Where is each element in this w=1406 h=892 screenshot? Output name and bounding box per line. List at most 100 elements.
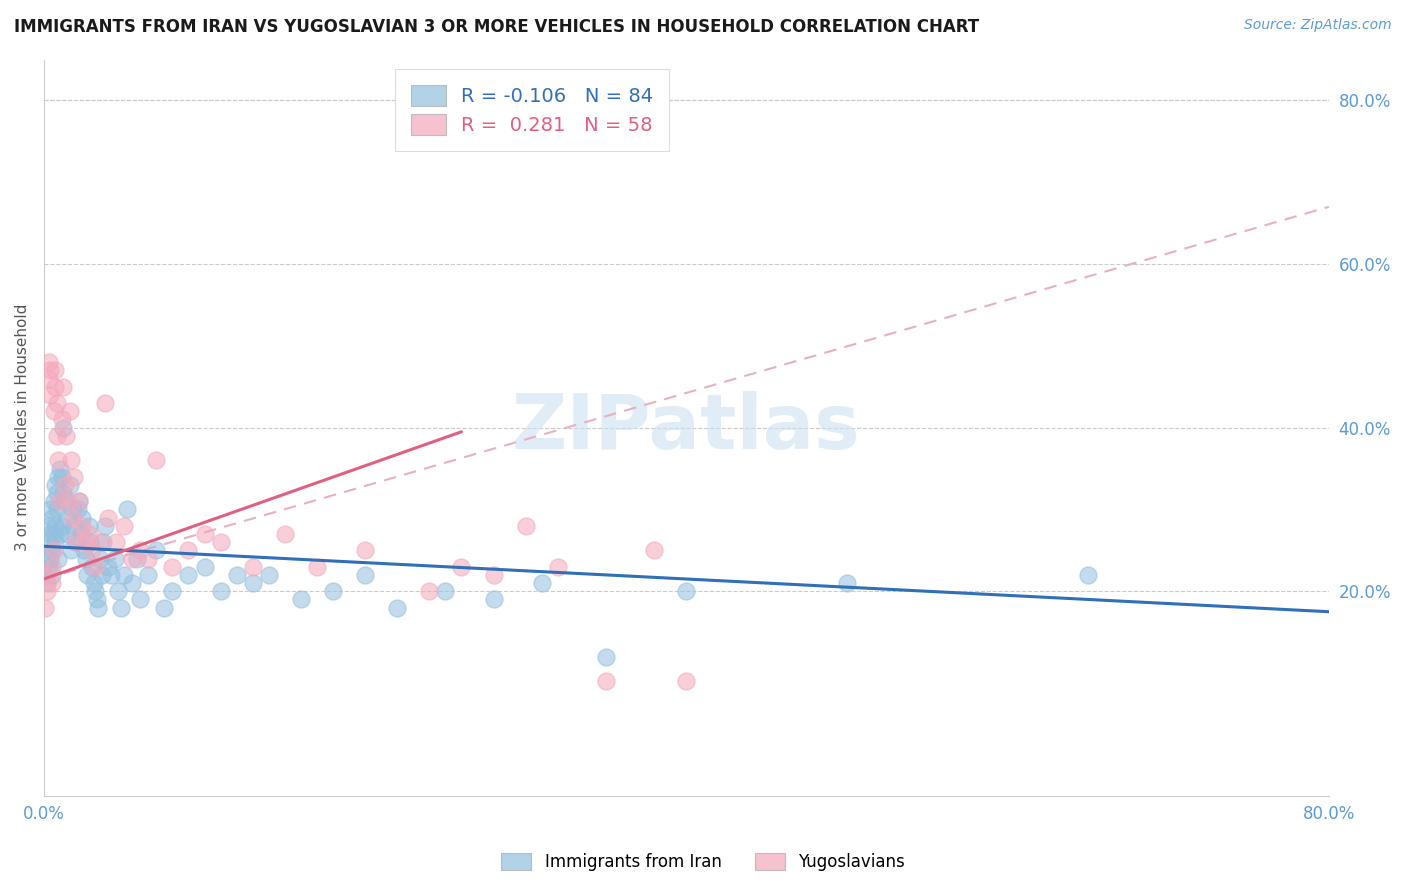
- Point: [37, 568, 59, 582]
- Point: [44, 478, 66, 492]
- Point: [55, 429, 77, 443]
- Point: [643, 543, 665, 558]
- Point: [136, 568, 159, 582]
- Point: [46, 453, 69, 467]
- Point: [53, 478, 76, 492]
- Point: [177, 568, 200, 582]
- Point: [162, 559, 184, 574]
- Point: [418, 584, 440, 599]
- Point: [46, 469, 69, 483]
- Point: [45, 429, 67, 443]
- Point: [103, 551, 125, 566]
- Point: [38, 559, 60, 574]
- Point: [52, 420, 75, 434]
- Point: [72, 510, 94, 524]
- Point: [41, 543, 63, 558]
- Point: [56, 527, 79, 541]
- Point: [80, 543, 103, 558]
- Point: [675, 674, 697, 689]
- Point: [209, 535, 232, 549]
- Point: [112, 518, 135, 533]
- Point: [41, 576, 63, 591]
- Point: [94, 396, 117, 410]
- Point: [274, 527, 297, 541]
- Point: [482, 568, 505, 582]
- Legend: R = -0.106   N = 84, R =  0.281   N = 58: R = -0.106 N = 84, R = 0.281 N = 58: [395, 70, 669, 151]
- Point: [121, 576, 143, 591]
- Point: [354, 568, 377, 582]
- Point: [125, 551, 148, 566]
- Point: [58, 478, 80, 492]
- Point: [45, 502, 67, 516]
- Point: [37, 576, 59, 591]
- Point: [547, 559, 569, 574]
- Point: [73, 543, 96, 558]
- Point: [121, 551, 143, 566]
- Point: [89, 535, 111, 549]
- Point: [450, 559, 472, 574]
- Point: [209, 584, 232, 599]
- Point: [49, 461, 72, 475]
- Point: [39, 388, 62, 402]
- Point: [53, 494, 76, 508]
- Point: [177, 543, 200, 558]
- Point: [51, 412, 73, 426]
- Point: [41, 559, 63, 574]
- Point: [90, 568, 112, 582]
- Point: [38, 518, 60, 533]
- Point: [62, 502, 84, 516]
- Point: [193, 559, 215, 574]
- Point: [58, 404, 80, 418]
- Point: [77, 527, 100, 541]
- Point: [49, 527, 72, 541]
- Point: [39, 527, 62, 541]
- Point: [84, 584, 107, 599]
- Point: [65, 535, 87, 549]
- Point: [100, 568, 122, 582]
- Point: [60, 453, 83, 467]
- Point: [41, 510, 63, 524]
- Point: [105, 535, 128, 549]
- Point: [45, 486, 67, 500]
- Point: [530, 576, 553, 591]
- Point: [51, 469, 73, 483]
- Point: [97, 510, 120, 524]
- Point: [145, 453, 167, 467]
- Point: [34, 568, 56, 582]
- Point: [153, 600, 176, 615]
- Point: [80, 559, 103, 574]
- Point: [56, 494, 79, 508]
- Text: IMMIGRANTS FROM IRAN VS YUGOSLAVIAN 3 OR MORE VEHICLES IN HOUSEHOLD CORRELATION : IMMIGRANTS FROM IRAN VS YUGOSLAVIAN 3 OR…: [14, 18, 979, 36]
- Point: [242, 576, 264, 591]
- Point: [62, 510, 84, 524]
- Point: [117, 502, 139, 516]
- Point: [63, 518, 86, 533]
- Point: [67, 494, 90, 508]
- Point: [107, 584, 129, 599]
- Point: [145, 543, 167, 558]
- Point: [91, 535, 114, 549]
- Y-axis label: 3 or more Vehicles in Household: 3 or more Vehicles in Household: [15, 304, 30, 551]
- Point: [41, 568, 63, 582]
- Point: [257, 568, 280, 582]
- Point: [37, 584, 59, 599]
- Point: [39, 502, 62, 516]
- Legend: Immigrants from Iran, Yugoslavians: Immigrants from Iran, Yugoslavians: [494, 845, 912, 880]
- Point: [112, 568, 135, 582]
- Point: [37, 551, 59, 566]
- Point: [38, 371, 60, 385]
- Point: [45, 396, 67, 410]
- Point: [354, 543, 377, 558]
- Point: [305, 559, 328, 574]
- Point: [65, 535, 87, 549]
- Point: [77, 518, 100, 533]
- Point: [434, 584, 457, 599]
- Point: [225, 568, 247, 582]
- Point: [72, 518, 94, 533]
- Point: [482, 592, 505, 607]
- Point: [42, 527, 65, 541]
- Point: [86, 592, 108, 607]
- Point: [66, 502, 89, 516]
- Point: [76, 568, 98, 582]
- Point: [79, 535, 101, 549]
